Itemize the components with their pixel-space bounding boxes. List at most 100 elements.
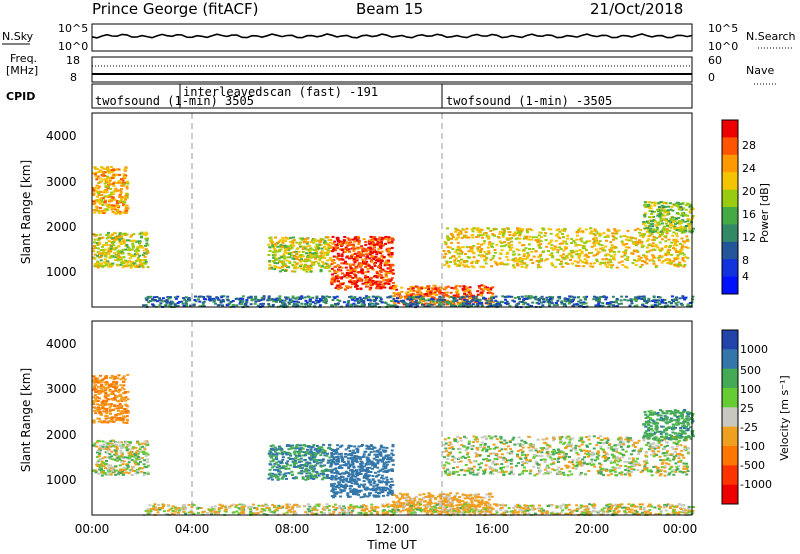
data-cell [338, 243, 342, 245]
data-cell [274, 257, 278, 260]
data-cell [202, 296, 206, 298]
data-cell [119, 395, 123, 398]
data-cell [141, 246, 145, 249]
data-cell [135, 253, 139, 256]
data-cell [420, 287, 423, 290]
data-cell [229, 301, 233, 303]
data-cell [598, 232, 602, 235]
data-cell [122, 264, 126, 267]
data-cell [300, 469, 304, 472]
data-cell [386, 267, 390, 270]
data-cell [651, 225, 655, 228]
data-cell [305, 461, 309, 464]
data-cell [323, 464, 326, 467]
data-cell [140, 262, 144, 265]
data-cell [480, 243, 484, 246]
data-cell [380, 260, 384, 262]
data-cell [614, 237, 618, 240]
data-cell [670, 299, 674, 301]
data-cell [435, 290, 439, 293]
data-cell [98, 177, 102, 180]
data-cell [123, 416, 127, 419]
data-cell [424, 302, 428, 305]
data-cell [114, 445, 118, 448]
data-cell [110, 195, 114, 198]
data-cell [115, 452, 119, 455]
data-cell [376, 286, 380, 289]
data-cell [360, 465, 363, 468]
data-cell [116, 205, 120, 207]
data-cell [515, 303, 519, 306]
data-cell [114, 407, 118, 410]
data-cell [660, 204, 664, 207]
data-cell [318, 257, 322, 260]
data-cell [546, 300, 550, 303]
data-cell [327, 459, 331, 462]
data-cell [390, 252, 394, 254]
data-cell [345, 256, 349, 259]
data-cell [101, 457, 105, 460]
data-cell [354, 236, 358, 239]
data-cell [113, 404, 117, 407]
data-cell [626, 256, 630, 259]
data-cell [281, 240, 285, 243]
data-cell [93, 387, 96, 390]
data-cell [569, 259, 572, 261]
data-cell [482, 232, 486, 235]
data-cell [271, 244, 275, 247]
data-cell [370, 243, 373, 246]
data-cell [299, 457, 303, 460]
data-cell [637, 255, 641, 258]
data-cell [487, 237, 491, 240]
data-cell [350, 298, 354, 301]
data-cell [301, 251, 305, 253]
data-cell [686, 257, 690, 260]
data-cell [108, 199, 112, 202]
data-cell [605, 296, 609, 299]
data-cell [176, 295, 180, 298]
data-cell [104, 415, 108, 418]
data-cell [318, 299, 322, 302]
data-cell [385, 249, 389, 252]
station-title: Prince George (fitACF) [92, 0, 258, 18]
data-cell [656, 214, 660, 217]
data-cell [384, 272, 388, 275]
data-cell [653, 301, 657, 304]
data-cell [267, 295, 271, 298]
data-cell [338, 299, 342, 302]
data-cell [457, 252, 461, 255]
data-cell [486, 246, 490, 249]
data-cell [104, 467, 107, 470]
data-cell [658, 235, 662, 238]
data-cell [109, 404, 113, 407]
data-cell [143, 440, 147, 443]
data-cell [357, 445, 361, 448]
data-cell [585, 254, 589, 257]
data-cell [362, 262, 366, 265]
data-cell [415, 304, 419, 307]
data-cell [268, 454, 272, 457]
data-cell [279, 304, 283, 307]
data-cell [364, 248, 368, 251]
data-cell [477, 229, 481, 232]
data-cell [489, 287, 493, 290]
data-cell [571, 298, 575, 301]
data-cell [306, 255, 310, 257]
data-cell [570, 255, 574, 258]
data-cell [632, 298, 636, 301]
data-cell [432, 296, 436, 299]
data-cell [100, 174, 104, 177]
data-cell [612, 256, 616, 259]
data-cell [93, 263, 97, 266]
data-cell [115, 396, 119, 399]
data-cell [643, 215, 647, 218]
data-cell [559, 262, 563, 265]
data-cell [106, 175, 109, 178]
data-cell [348, 257, 351, 260]
data-cell [144, 454, 148, 457]
data-cell [416, 295, 420, 297]
data-cell [526, 297, 530, 300]
data-cell [461, 297, 465, 300]
data-cell [370, 260, 374, 263]
data-cell [335, 277, 339, 280]
